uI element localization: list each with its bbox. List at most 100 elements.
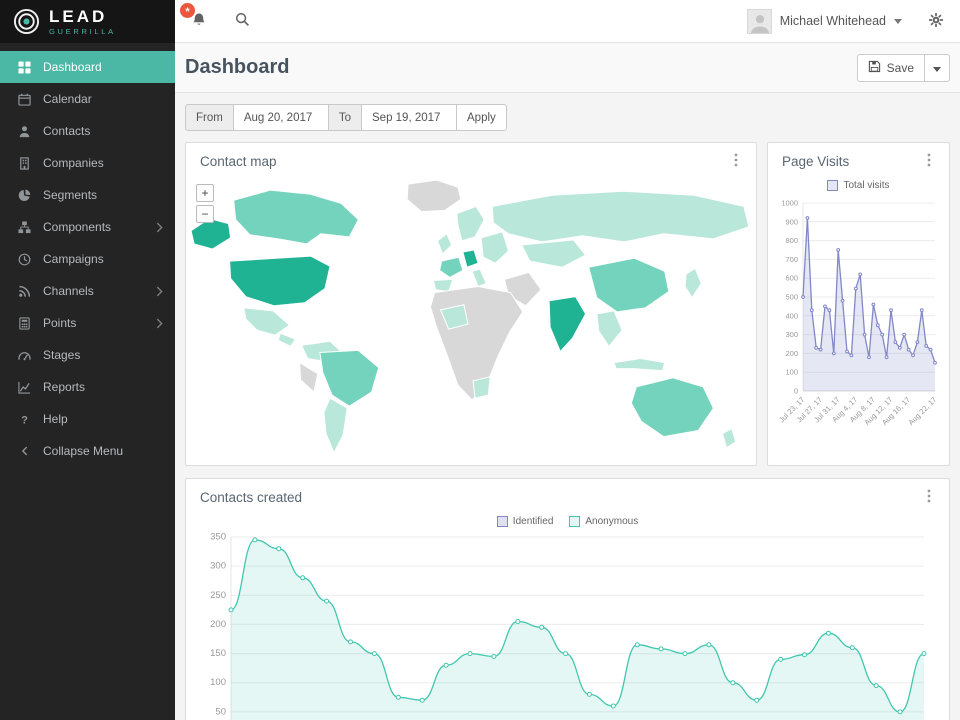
- map-region-argentina: [323, 397, 348, 455]
- page-title: Dashboard: [185, 56, 290, 78]
- chevron-right-icon: [156, 222, 163, 233]
- svg-text:100: 100: [785, 368, 798, 377]
- map-region-scandinavia: [456, 205, 485, 242]
- map-region-canada: [233, 189, 360, 245]
- sidebar-item-dashboard[interactable]: Dashboard: [0, 51, 175, 83]
- building-icon: [17, 156, 32, 170]
- map-region-china: [588, 257, 670, 313]
- map-region-west-africa: [439, 304, 469, 330]
- apply-button[interactable]: Apply: [456, 104, 507, 131]
- notifications-button[interactable]: [180, 2, 209, 33]
- map-region-japan: [684, 267, 702, 299]
- chevron-down-icon: [894, 18, 902, 24]
- svg-text:700: 700: [785, 255, 798, 264]
- map-region-alaska: [190, 218, 232, 250]
- user-avatar: [746, 8, 772, 34]
- svg-text:?: ?: [21, 414, 28, 426]
- user-name: Michael Whitehead: [779, 14, 886, 28]
- map-zoom-in-button[interactable]: +: [196, 184, 214, 202]
- chart-line-icon: [17, 381, 32, 394]
- sidebar-item-campaigns[interactable]: Campaigns: [0, 243, 175, 275]
- date-to-input[interactable]: [372, 111, 446, 124]
- contacts-created-chart: 050100150200250300350: [210, 532, 927, 720]
- page-visits-title: Page Visits: [782, 154, 850, 169]
- chevron-left-icon: [17, 445, 32, 457]
- gauge-icon: [17, 349, 32, 362]
- svg-text:500: 500: [785, 293, 798, 302]
- gear-icon: [928, 12, 944, 31]
- save-disk-icon: [868, 60, 881, 76]
- map-region-eastern-europe: [480, 231, 510, 264]
- brand-name: LEAD: [49, 6, 108, 26]
- sidebar-item-collapse[interactable]: Collapse Menu: [0, 435, 175, 467]
- map-region-peru: [299, 361, 319, 393]
- sidebar-item-reports[interactable]: Reports: [0, 371, 175, 403]
- page-visits-menu-button[interactable]: [923, 151, 935, 172]
- sidebar-item-companies[interactable]: Companies: [0, 147, 175, 179]
- svg-text:50: 50: [215, 706, 226, 717]
- sidebar-item-contacts[interactable]: Contacts: [0, 115, 175, 147]
- date-from-input[interactable]: [243, 111, 318, 124]
- map-region-indonesia: [613, 358, 666, 372]
- map-region-uk: [436, 232, 453, 255]
- chevron-right-icon: [156, 286, 163, 297]
- svg-text:300: 300: [785, 330, 798, 339]
- map-region-mexico: [243, 307, 291, 336]
- svg-text:600: 600: [785, 274, 798, 283]
- contact-map-title: Contact map: [200, 154, 277, 169]
- save-dropdown-button[interactable]: [925, 53, 950, 82]
- contact-map-card: Contact map: [185, 142, 757, 466]
- svg-text:1000: 1000: [781, 199, 798, 208]
- svg-text:300: 300: [210, 561, 226, 572]
- date-filter-bar: From To Apply: [185, 104, 950, 131]
- contact-map-menu-button[interactable]: [730, 151, 742, 172]
- settings-button[interactable]: [926, 10, 946, 33]
- brand-subname: GUERRILLA: [49, 26, 116, 36]
- save-button[interactable]: Save: [856, 53, 925, 82]
- legend-item[interactable]: Total visits: [827, 180, 890, 191]
- map-region-brazil: [319, 349, 380, 407]
- svg-text:0: 0: [793, 387, 797, 396]
- page-header: Dashboard Save: [175, 43, 960, 93]
- contact-map[interactable]: + −: [186, 178, 756, 462]
- search-button[interactable]: [233, 10, 252, 32]
- kebab-icon: [927, 153, 931, 170]
- svg-text:400: 400: [785, 311, 798, 320]
- broadcast-icon: [17, 285, 32, 298]
- from-label: From: [185, 104, 234, 131]
- search-icon: [235, 12, 250, 30]
- legend-item[interactable]: Identified: [496, 516, 553, 527]
- map-region-india: [548, 296, 587, 353]
- legend-item[interactable]: Anonymous: [569, 516, 638, 527]
- contacts-created-menu-button[interactable]: [923, 487, 935, 508]
- page-visits-card: Page Visits Total visits 0 100 200 300 400 50…: [767, 142, 950, 466]
- bell-icon: [191, 12, 207, 31]
- topbar: LEAD GUERRILLA Michael Whitehead: [0, 0, 960, 43]
- user-menu[interactable]: Michael Whitehead: [746, 8, 902, 34]
- svg-text:900: 900: [785, 217, 798, 226]
- sidebar-item-segments[interactable]: Segments: [0, 179, 175, 211]
- clock-icon: [17, 253, 32, 266]
- blocks-icon: [17, 220, 32, 234]
- svg-text:100: 100: [210, 677, 226, 688]
- map-region-france: [438, 256, 464, 278]
- sidebar-item-points[interactable]: Points: [0, 307, 175, 339]
- sidebar-item-channels[interactable]: Channels: [0, 275, 175, 307]
- map-region-australia: [630, 377, 714, 438]
- sidebar-item-calendar[interactable]: Calendar: [0, 83, 175, 115]
- contacts-created-legend: Identified Anonymous: [186, 514, 949, 529]
- chevron-right-icon: [156, 318, 163, 329]
- svg-text:200: 200: [785, 349, 798, 358]
- svg-text:350: 350: [210, 532, 226, 543]
- map-region-central-asia: [520, 239, 587, 268]
- sidebar-item-help[interactable]: ? Help: [0, 403, 175, 435]
- save-button-group: Save: [856, 53, 950, 82]
- world-map: [190, 179, 750, 455]
- map-zoom-out-button[interactable]: −: [196, 205, 214, 223]
- chevron-down-icon: [933, 61, 941, 75]
- sidebar-item-stages[interactable]: Stages: [0, 339, 175, 371]
- map-zoom-controls: + −: [196, 184, 214, 223]
- sidebar-item-components[interactable]: Components: [0, 211, 175, 243]
- question-icon: ?: [17, 413, 32, 426]
